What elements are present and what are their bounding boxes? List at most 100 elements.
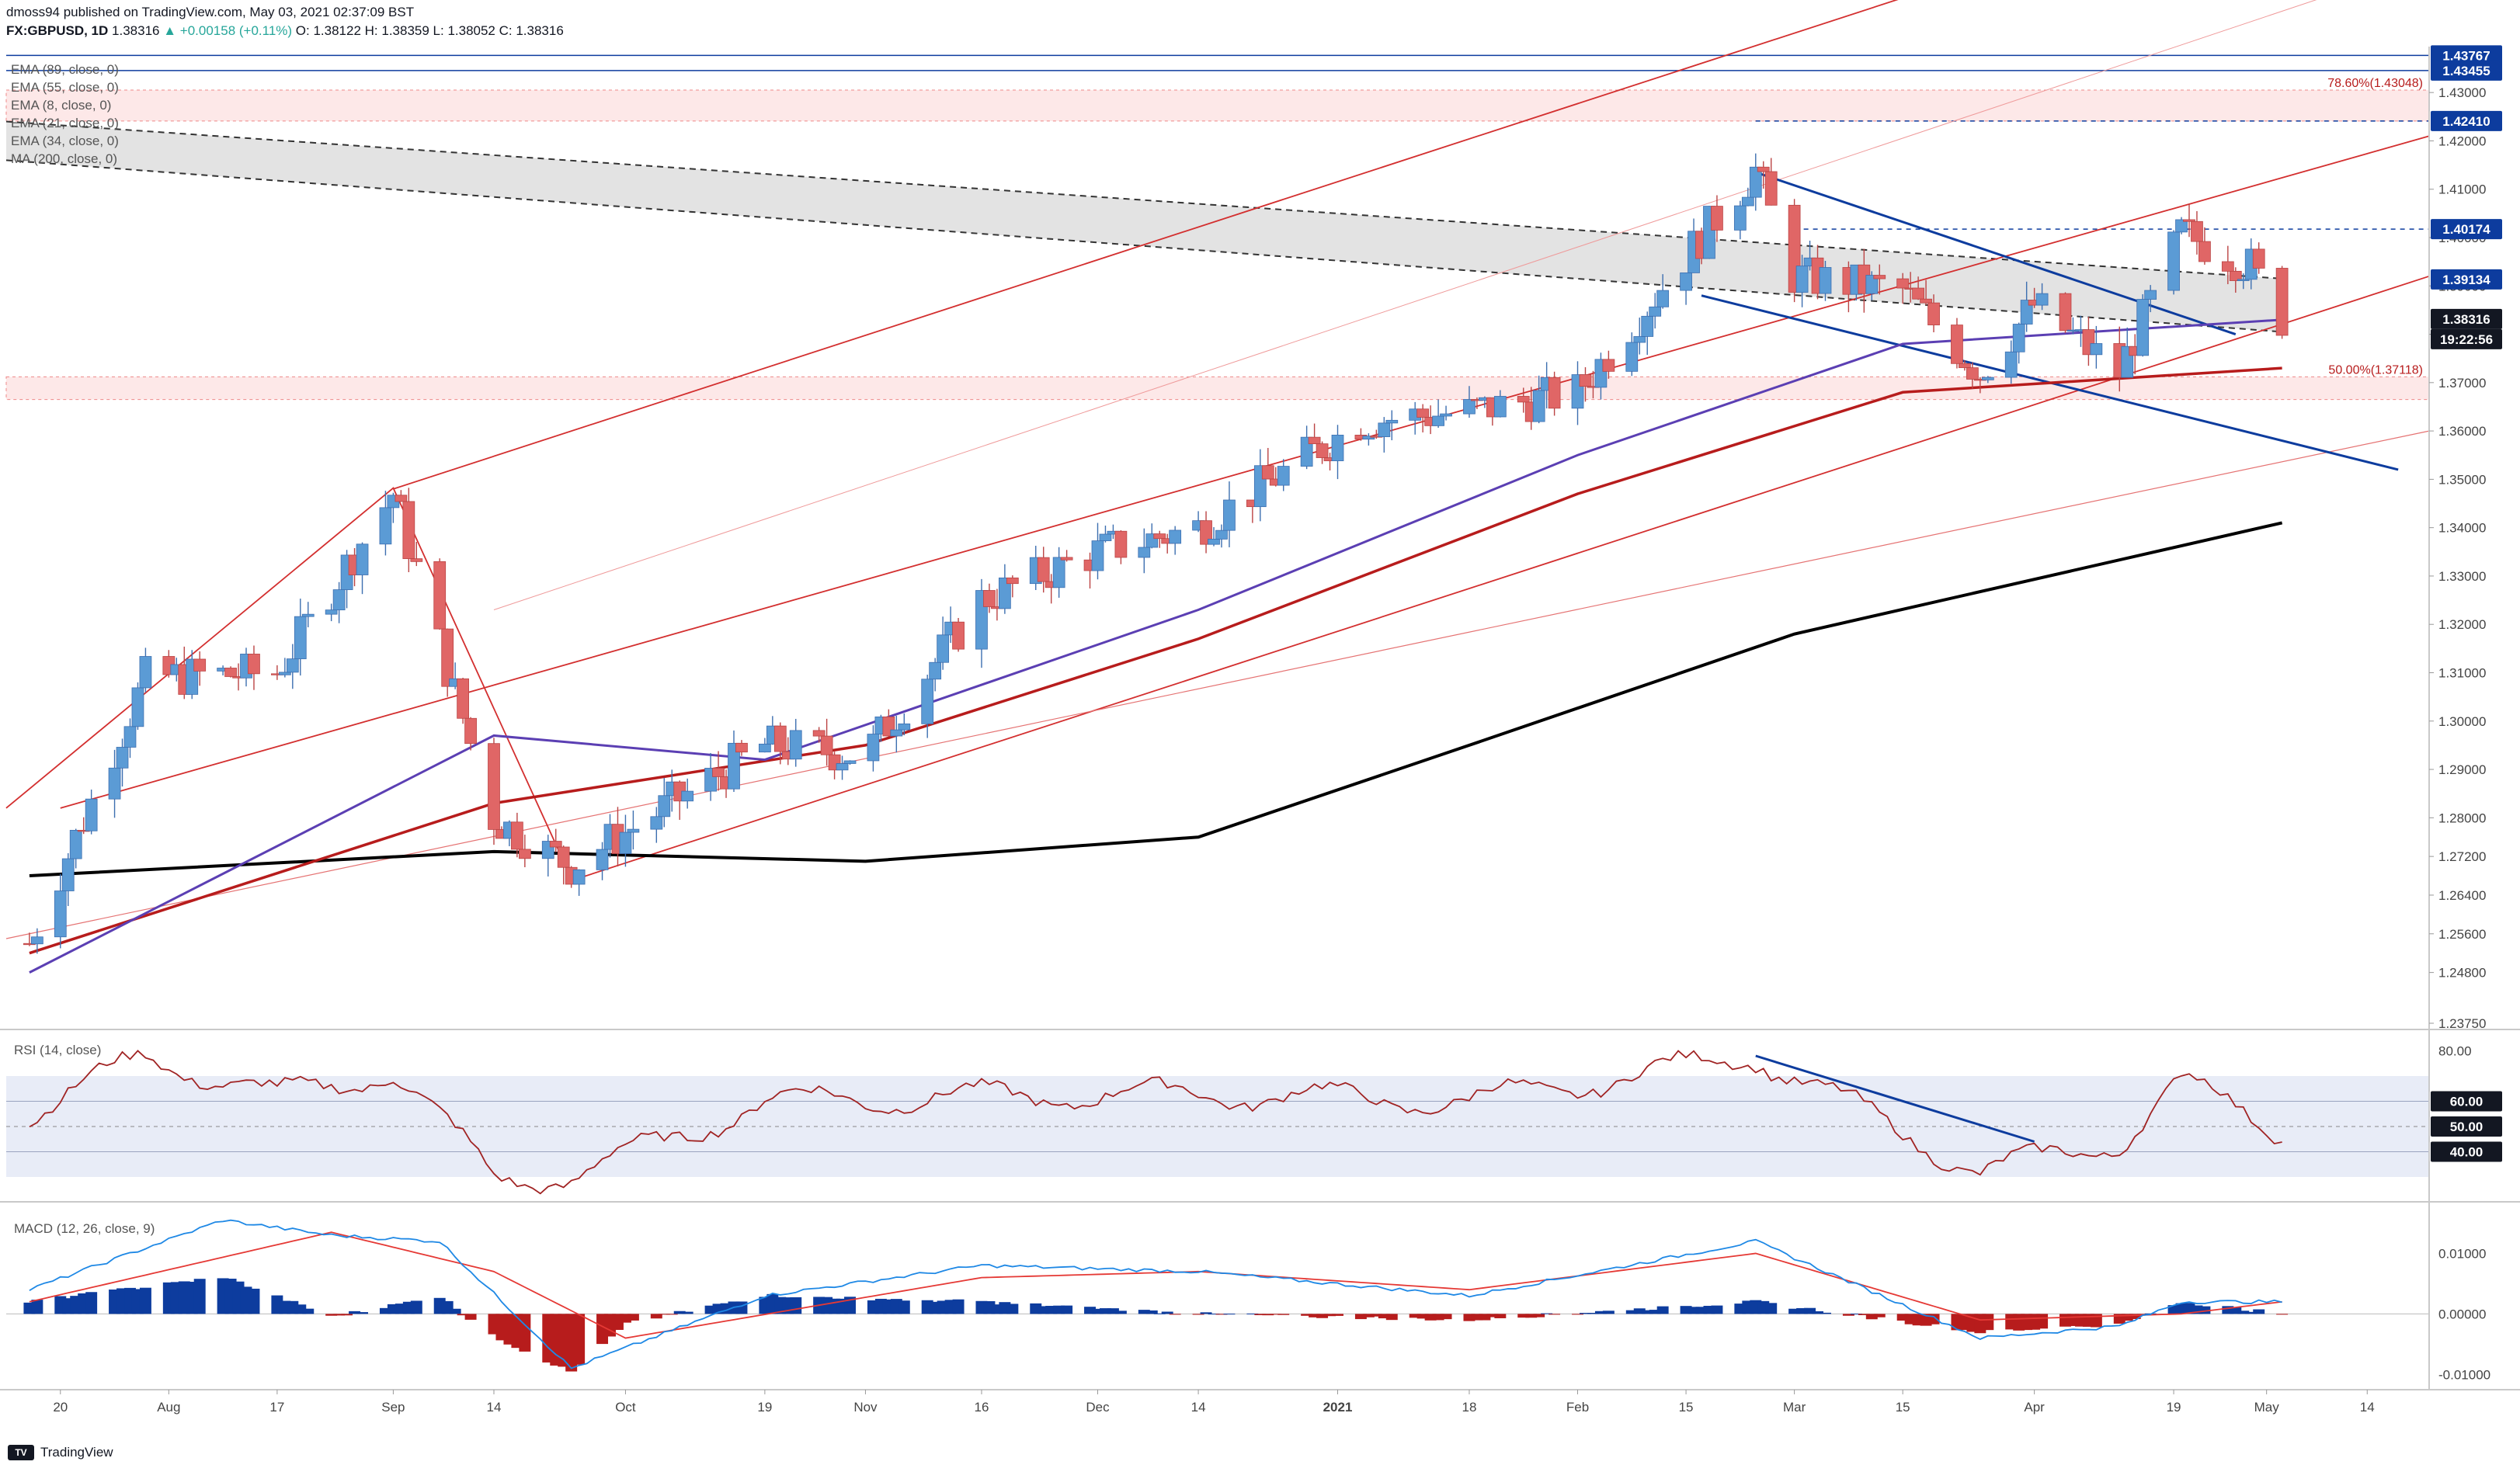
macd-hist-bar [2222, 1306, 2234, 1314]
macd-line [29, 1219, 2282, 1370]
macd-hist-bar [1378, 1314, 1390, 1319]
candle [1200, 520, 1212, 545]
time-tick-label: 14 [2360, 1400, 2375, 1415]
price-badge-label: 1.40174 [2442, 222, 2490, 237]
candle [518, 849, 531, 859]
macd-hist-bar [1362, 1314, 1375, 1317]
candle [286, 658, 299, 673]
macd-hist-bar [31, 1300, 43, 1314]
candle [1532, 390, 1545, 422]
price-badge-label: 19:22:56 [2440, 332, 2493, 347]
candle [921, 679, 934, 724]
candle [30, 936, 43, 945]
macd-hist-bar [1580, 1313, 1591, 1314]
candle [1920, 298, 1932, 304]
ema89-line [29, 318, 2282, 974]
candle [410, 558, 423, 562]
macd-hist-bar [898, 1300, 910, 1314]
candle [1795, 266, 1809, 293]
fib-label-786: 78.60%(1.43048) [2327, 77, 2423, 90]
candle [867, 734, 880, 762]
candle [728, 742, 740, 790]
price-tick-label: 1.32000 [2438, 617, 2486, 632]
candle [356, 543, 369, 575]
time-tick-label: May [2254, 1400, 2280, 1415]
zigzag-dashed [5, 488, 394, 809]
candle [1981, 377, 1994, 380]
candle [1316, 443, 1329, 458]
candle [836, 763, 849, 771]
macd-hist-bar [704, 1305, 717, 1314]
candle [301, 613, 315, 617]
candle [1633, 336, 1646, 343]
price-badge-label: 1.38316 [2442, 312, 2490, 327]
macd-hist-bar [1656, 1306, 1669, 1314]
rsi-tick-label: 50.00 [2450, 1120, 2484, 1134]
rsi-pane: RSI (14, close) 80.00 60.00 50.00 40.00 [6, 1043, 2502, 1195]
publisher-line: dmoss94 published on TradingView.com, Ma… [6, 5, 415, 19]
candle [658, 795, 671, 818]
macd-hist-bar [356, 1312, 369, 1314]
macd-hist-bar [1114, 1311, 1127, 1314]
macd-hist-bar [1138, 1310, 1150, 1314]
time-tick-label: Sep [381, 1400, 405, 1415]
macd-hist-bar [1796, 1307, 1809, 1314]
macd-hist-bar [1038, 1306, 1050, 1314]
tradingview-logo-icon: TV [8, 1445, 34, 1460]
macd-hist-bar [1316, 1314, 1329, 1318]
candle [596, 849, 609, 870]
macd-hist-bar [1145, 1310, 1158, 1314]
candle [123, 726, 137, 748]
candle [85, 798, 98, 831]
candle [712, 768, 725, 777]
trendline-upper [1755, 171, 2237, 335]
candle [1896, 278, 1910, 289]
candle [61, 858, 75, 891]
macd-hist-bar [325, 1314, 338, 1316]
support-zone [5, 376, 2430, 401]
macd-signal-line [29, 1231, 2282, 1339]
candle [1463, 399, 1476, 415]
price-tick-label: 1.35000 [2438, 472, 2486, 487]
time-tick-label: Mar [1783, 1400, 1806, 1415]
macd-hist-bar [519, 1314, 531, 1352]
candle [2175, 219, 2188, 233]
resistance-zone [5, 89, 2430, 122]
macd-hist-bar [2230, 1307, 2242, 1314]
candle [1517, 396, 1530, 403]
candle [937, 634, 950, 663]
candle [1138, 547, 1151, 558]
macd-hist-bar [139, 1287, 151, 1314]
candle [898, 723, 911, 731]
macd-hist-bar [1200, 1312, 1212, 1314]
macd-hist-bar [1385, 1314, 1398, 1321]
candle [464, 717, 477, 745]
channel-line [493, 0, 2317, 611]
candle [1091, 540, 1104, 571]
candle [1757, 166, 1770, 172]
candle [1208, 539, 1220, 545]
macd-hist-bar [1309, 1314, 1321, 1317]
price-tick-label: 1.24800 [2438, 966, 2486, 981]
candle [1579, 374, 1592, 387]
candle [627, 828, 640, 833]
macd-hist-bar [85, 1292, 98, 1314]
macd-tick-label: -0.01000 [2438, 1367, 2490, 1382]
price-badge-label: 1.43767 [2442, 48, 2490, 63]
time-tick-label: Dec [1086, 1400, 1110, 1415]
macd-hist-bar [2253, 1309, 2265, 1314]
time-tick-label: Nov [853, 1400, 878, 1415]
candle [2252, 248, 2265, 269]
candle [2035, 293, 2049, 306]
price-badge-label: 1.42410 [2442, 114, 2490, 129]
macd-hist-bar [1099, 1308, 1111, 1314]
time-tick-label: 19 [757, 1400, 772, 1415]
macd-hist-bar [735, 1301, 748, 1314]
macd-hist-bar [1354, 1314, 1367, 1320]
legend-item: EMA (21, close, 0) [11, 116, 119, 130]
descending-band [6, 121, 2282, 332]
macd-hist-bar [1301, 1314, 1313, 1316]
macd-hist-bar [1061, 1305, 1073, 1314]
candle [1331, 434, 1344, 461]
